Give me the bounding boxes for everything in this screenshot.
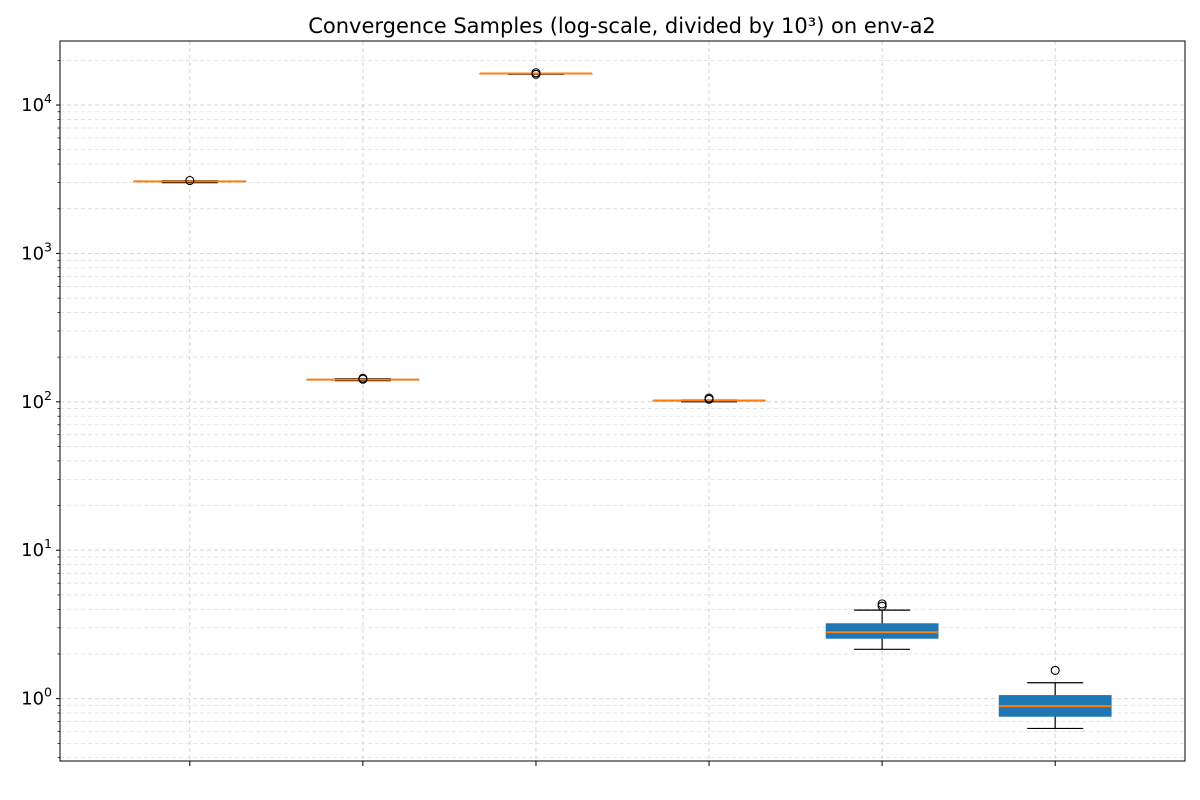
y-tick-label-exponent: 1 bbox=[44, 536, 52, 551]
y-tick-label: 103 bbox=[21, 239, 52, 264]
outlier-point bbox=[358, 373, 368, 383]
outlier-point bbox=[704, 393, 714, 403]
y-tick-label: 101 bbox=[21, 536, 52, 561]
y-tick-label-exponent: 3 bbox=[44, 239, 52, 254]
plot-area-frame bbox=[59, 40, 1186, 762]
outlier-point bbox=[1050, 665, 1060, 675]
outlier-point bbox=[185, 175, 195, 186]
box-iqr bbox=[825, 623, 939, 639]
grid-lines bbox=[60, 41, 1185, 761]
y-tick-label-base: 10 bbox=[21, 540, 44, 561]
box-group bbox=[133, 175, 247, 186]
y-tick-label-base: 10 bbox=[21, 243, 44, 264]
y-tick-label-base: 10 bbox=[21, 95, 44, 116]
outlier-point bbox=[877, 601, 887, 611]
chart-title: Convergence Samples (log-scale, divided … bbox=[308, 14, 936, 38]
y-tick-label-base: 10 bbox=[21, 392, 44, 413]
box-group bbox=[479, 68, 593, 79]
y-tick-label-base: 10 bbox=[21, 689, 44, 710]
box-group bbox=[652, 393, 766, 404]
y-tick-label-exponent: 4 bbox=[44, 91, 52, 106]
y-tick-label: 104 bbox=[21, 91, 52, 116]
outlier-point bbox=[877, 599, 887, 609]
y-tick-label: 100 bbox=[21, 685, 52, 710]
box-group bbox=[825, 599, 939, 650]
y-tick-label-exponent: 0 bbox=[44, 685, 52, 700]
box-group bbox=[998, 665, 1112, 730]
box-series bbox=[133, 68, 1112, 730]
box-group bbox=[306, 373, 420, 384]
y-tick-label: 102 bbox=[21, 388, 52, 413]
outlier-point bbox=[531, 68, 541, 78]
y-tick-label-exponent: 2 bbox=[44, 388, 52, 403]
